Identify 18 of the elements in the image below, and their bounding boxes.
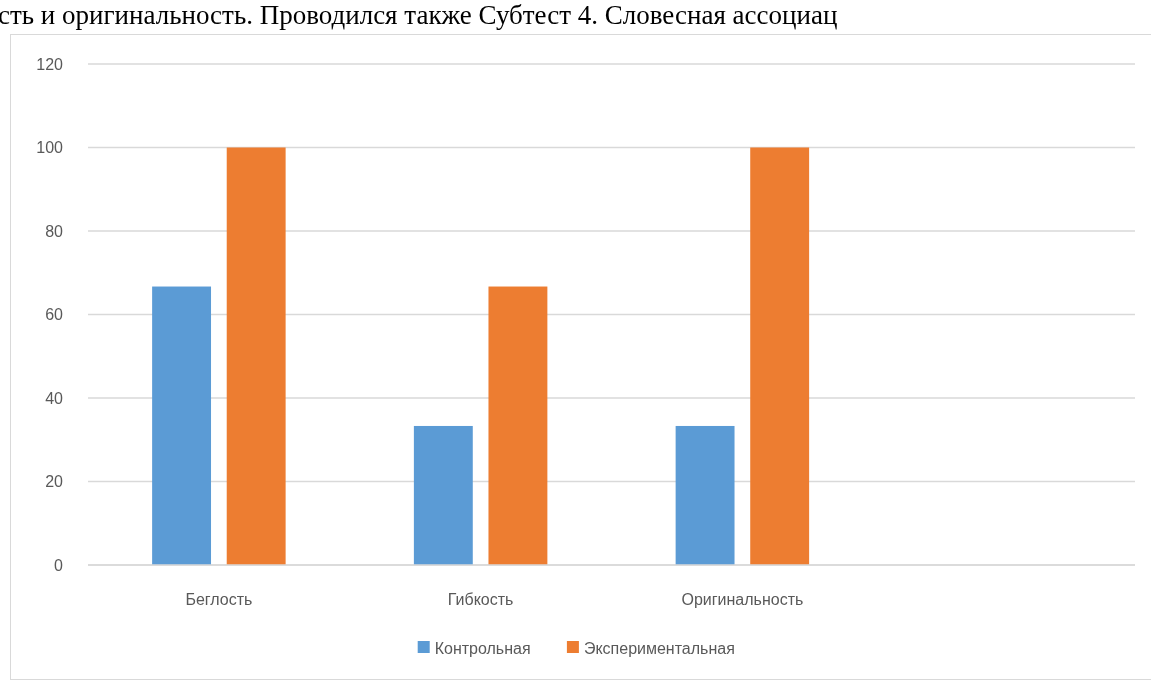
legend-label: Контрольная [434, 639, 531, 657]
y-tick-label: 40 [45, 389, 64, 407]
y-tick-label: 0 [54, 556, 64, 574]
x-tick-label: Оригинальность [681, 591, 804, 608]
x-tick-label: Гибкость [447, 591, 514, 608]
bar [488, 286, 548, 565]
legend-label: Экспериментальная [583, 639, 735, 657]
bar [226, 147, 286, 565]
y-tick-label: 120 [36, 55, 64, 73]
bar [675, 425, 735, 565]
y-tick-label: 80 [45, 222, 64, 240]
x-tick-label: Беглость [185, 591, 253, 608]
bar [152, 286, 212, 565]
y-tick-label: 60 [45, 306, 64, 324]
y-tick-label: 100 [36, 139, 64, 157]
y-tick-label: 20 [45, 473, 64, 491]
bar [750, 147, 810, 565]
bar [413, 425, 473, 565]
